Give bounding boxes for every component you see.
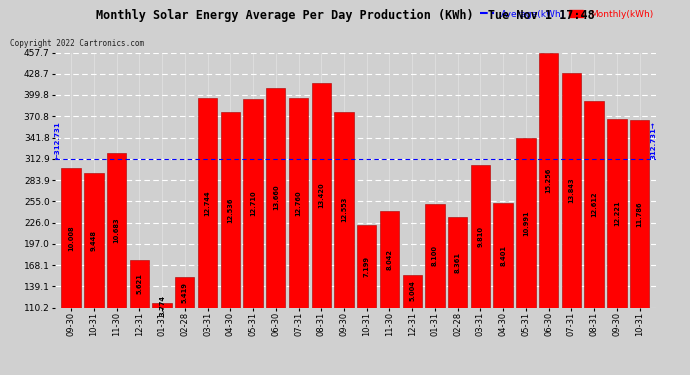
Bar	[221, 112, 240, 308]
Bar	[425, 204, 444, 308]
Bar	[562, 74, 581, 308]
Bar	[84, 174, 103, 308]
Text: 5.004: 5.004	[409, 280, 415, 302]
Text: 12.744: 12.744	[204, 190, 210, 216]
Text: 312.731→: 312.731→	[650, 121, 656, 159]
Text: 10.991: 10.991	[523, 210, 529, 236]
Text: Copyright 2022 Cartronics.com: Copyright 2022 Cartronics.com	[10, 39, 144, 48]
Text: 10.008: 10.008	[68, 225, 74, 251]
Bar	[516, 138, 535, 308]
Text: 13.660: 13.660	[273, 185, 279, 210]
Text: 12.221: 12.221	[614, 201, 620, 226]
Text: Monthly Solar Energy Average Per Day Production (KWh)  Tue Nov 1 17:48: Monthly Solar Energy Average Per Day Pro…	[96, 9, 594, 22]
Bar	[175, 277, 195, 308]
Text: 10.683: 10.683	[114, 217, 119, 243]
Bar	[493, 203, 513, 308]
Bar	[448, 217, 467, 308]
Bar	[266, 88, 286, 308]
Bar	[61, 168, 81, 308]
Text: 7.199: 7.199	[364, 255, 370, 276]
Text: 11.786: 11.786	[637, 201, 642, 227]
Text: 5.419: 5.419	[181, 282, 188, 303]
Text: 12.760: 12.760	[295, 190, 302, 216]
Text: 13.843: 13.843	[569, 178, 574, 203]
Bar	[471, 165, 490, 308]
Text: 8.361: 8.361	[455, 252, 461, 273]
Text: 9.810: 9.810	[477, 226, 484, 247]
Bar	[312, 83, 331, 308]
Text: 8.401: 8.401	[500, 245, 506, 266]
Bar	[357, 225, 376, 308]
Bar	[380, 211, 399, 308]
Text: 15.256: 15.256	[546, 167, 551, 193]
Bar	[584, 102, 604, 308]
Text: 12.710: 12.710	[250, 190, 256, 216]
Text: ←312.731: ←312.731	[55, 121, 61, 159]
Bar	[107, 153, 126, 308]
Bar	[630, 120, 649, 308]
Legend: Average(kWh), Monthly(kWh): Average(kWh), Monthly(kWh)	[476, 6, 657, 22]
Bar	[130, 261, 149, 308]
Text: 12.553: 12.553	[341, 197, 347, 222]
Bar	[539, 53, 558, 308]
Text: 9.448: 9.448	[91, 230, 97, 251]
Bar	[152, 303, 172, 307]
Text: 13.420: 13.420	[318, 183, 324, 208]
Text: 5.621: 5.621	[137, 273, 142, 294]
Text: 12.536: 12.536	[227, 197, 233, 223]
Text: 3.774: 3.774	[159, 294, 165, 315]
Text: 8.042: 8.042	[386, 249, 393, 270]
Bar	[335, 112, 354, 308]
Bar	[607, 119, 627, 308]
Bar	[244, 99, 263, 308]
Text: 12.612: 12.612	[591, 192, 597, 217]
Bar	[198, 99, 217, 308]
Bar	[289, 98, 308, 308]
Bar	[402, 274, 422, 308]
Text: 8.100: 8.100	[432, 245, 438, 266]
